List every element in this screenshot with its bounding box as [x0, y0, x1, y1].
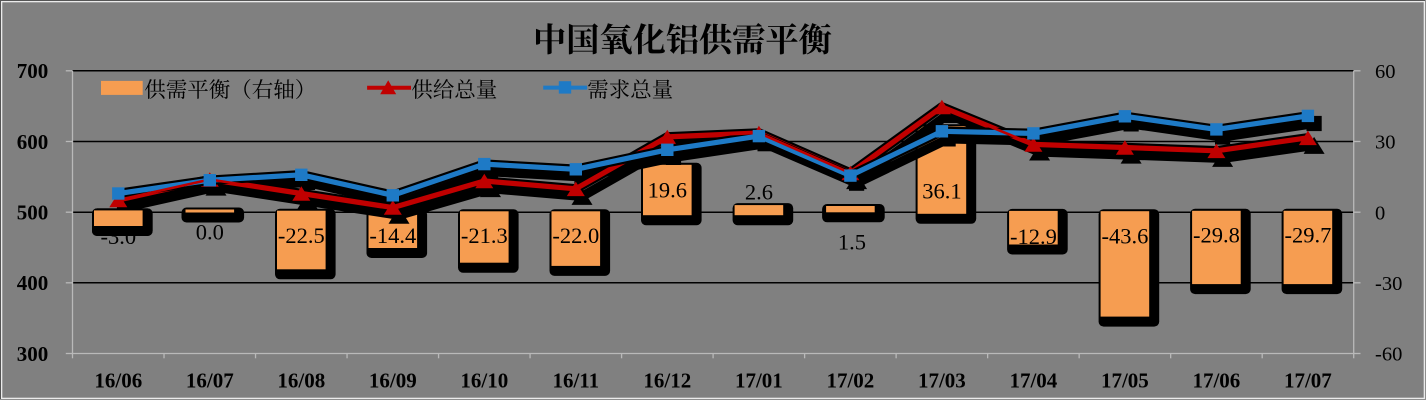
svg-text:16/12: 16/12 [643, 369, 691, 393]
svg-text:16/09: 16/09 [369, 369, 417, 393]
svg-text:19.6: 19.6 [648, 178, 687, 203]
svg-text:0: 0 [1375, 202, 1385, 224]
svg-text:-22.5: -22.5 [278, 223, 325, 248]
svg-text:17/05: 17/05 [1101, 369, 1149, 393]
svg-text:-43.6: -43.6 [1101, 224, 1148, 249]
svg-text:-60: -60 [1375, 344, 1402, 366]
svg-text:30: 30 [1375, 132, 1396, 154]
svg-text:17/07: 17/07 [1284, 369, 1332, 393]
svg-text:500: 500 [17, 201, 49, 225]
svg-text:-14.4: -14.4 [369, 223, 416, 248]
svg-text:-22.0: -22.0 [552, 223, 599, 248]
svg-text:-12.9: -12.9 [1010, 224, 1057, 249]
svg-text:16/11: 16/11 [552, 369, 599, 393]
svg-text:-30: -30 [1375, 273, 1402, 295]
svg-text:17/01: 17/01 [735, 369, 783, 393]
svg-text:1.5: 1.5 [838, 230, 866, 255]
svg-text:16/07: 16/07 [186, 369, 234, 393]
svg-text:17/04: 17/04 [1009, 369, 1057, 393]
svg-text:36.1: 36.1 [922, 179, 961, 204]
svg-text:16/06: 16/06 [94, 369, 142, 393]
svg-text:-21.3: -21.3 [461, 223, 508, 248]
svg-text:0.0: 0.0 [196, 220, 224, 245]
svg-text:400: 400 [17, 271, 49, 295]
svg-text:300: 300 [17, 342, 49, 366]
svg-text:60: 60 [1375, 61, 1396, 83]
svg-text:16/10: 16/10 [460, 369, 508, 393]
svg-text:-29.7: -29.7 [1284, 223, 1331, 248]
svg-text:17/02: 17/02 [826, 369, 874, 393]
svg-text:17/06: 17/06 [1192, 369, 1240, 393]
svg-text:2.6: 2.6 [745, 179, 773, 204]
svg-text:600: 600 [17, 130, 49, 154]
svg-text:-29.8: -29.8 [1193, 223, 1240, 248]
svg-text:16/08: 16/08 [277, 369, 325, 393]
svg-text:17/03: 17/03 [918, 369, 966, 393]
svg-text:700: 700 [17, 59, 49, 83]
